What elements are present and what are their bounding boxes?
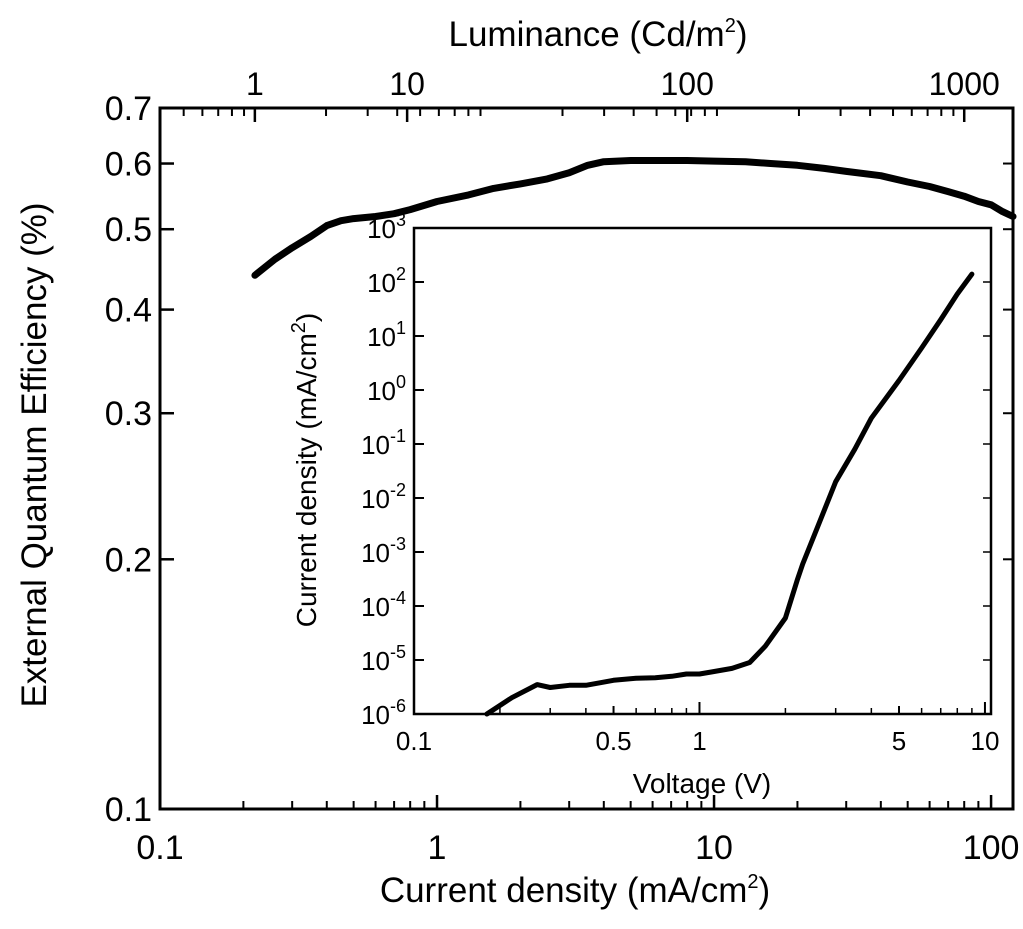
eqe-series-line [251,157,1017,279]
top-tick-label: 1000 [929,66,1000,102]
inset-x-tick-label: 0.5 [595,726,631,756]
y-tick-label: 0.6 [105,146,152,184]
top-tick-label: 10 [389,66,425,102]
y-tick-label: 0.1 [105,791,152,829]
inset-x-tick-label: 5 [892,726,906,756]
y-tick-label: 0.2 [105,541,152,579]
x-tick-label: 10 [695,829,733,867]
top-tick-label: 100 [661,66,714,102]
inset-y-tick-label: 10-5 [361,642,406,676]
y-tick-label: 0.3 [105,395,152,433]
top-axis-title: Luminance (Cd/m2) [448,15,747,54]
inset-x-axis-title: Voltage (V) [633,768,772,799]
inset-y-tick-label: 101 [367,318,406,352]
inset-y-tick-label: 100 [367,372,406,406]
inset-y-tick-label: 10-2 [361,480,406,514]
top-tick-label: 1 [246,66,264,102]
main-tick-labels: 0.1 1 10 100 0.1 0.2 0.3 0.4 0.5 0.6 0.7 1 10 100 1000 [105,66,1020,867]
y-tick-label: 0.7 [105,90,152,128]
x-tick-label: 100 [963,829,1020,867]
inset-y-tick-label: 10-3 [361,534,406,568]
inset-x-tick-label: 10 [970,726,999,756]
inset-y-tick-label: 103 [367,210,406,244]
main-axis-ticks [158,106,1013,811]
x-axis-title: Current density (mA/cm2) [380,871,770,910]
inset-y-tick-label: 10-1 [361,426,406,460]
inset-x-tick-label: 1 [692,726,706,756]
inset-tick-labels: 0.1 0.5 1 5 10 10-6 10-5 10-4 10-3 10-2 10-1 100 101… [361,210,999,756]
y-axis-title: External Quantum Efficiency (%) [15,202,54,707]
inset-plot-frame [412,226,993,716]
inset-y-tick-label: 10-6 [361,696,406,730]
x-tick-label: 1 [428,829,447,867]
inset-y-axis-title: Current density (mA/cm2) [288,313,322,628]
iv-series-line [484,271,975,717]
inset-y-tick-label: 102 [367,264,406,298]
x-tick-label: 0.1 [136,829,183,867]
y-tick-label: 0.5 [105,211,152,249]
inset-x-tick-label: 0.1 [396,726,432,756]
y-tick-label: 0.4 [105,292,152,330]
inset-axis-ticks [413,227,991,715]
inset-y-tick-label: 10-4 [361,588,406,622]
